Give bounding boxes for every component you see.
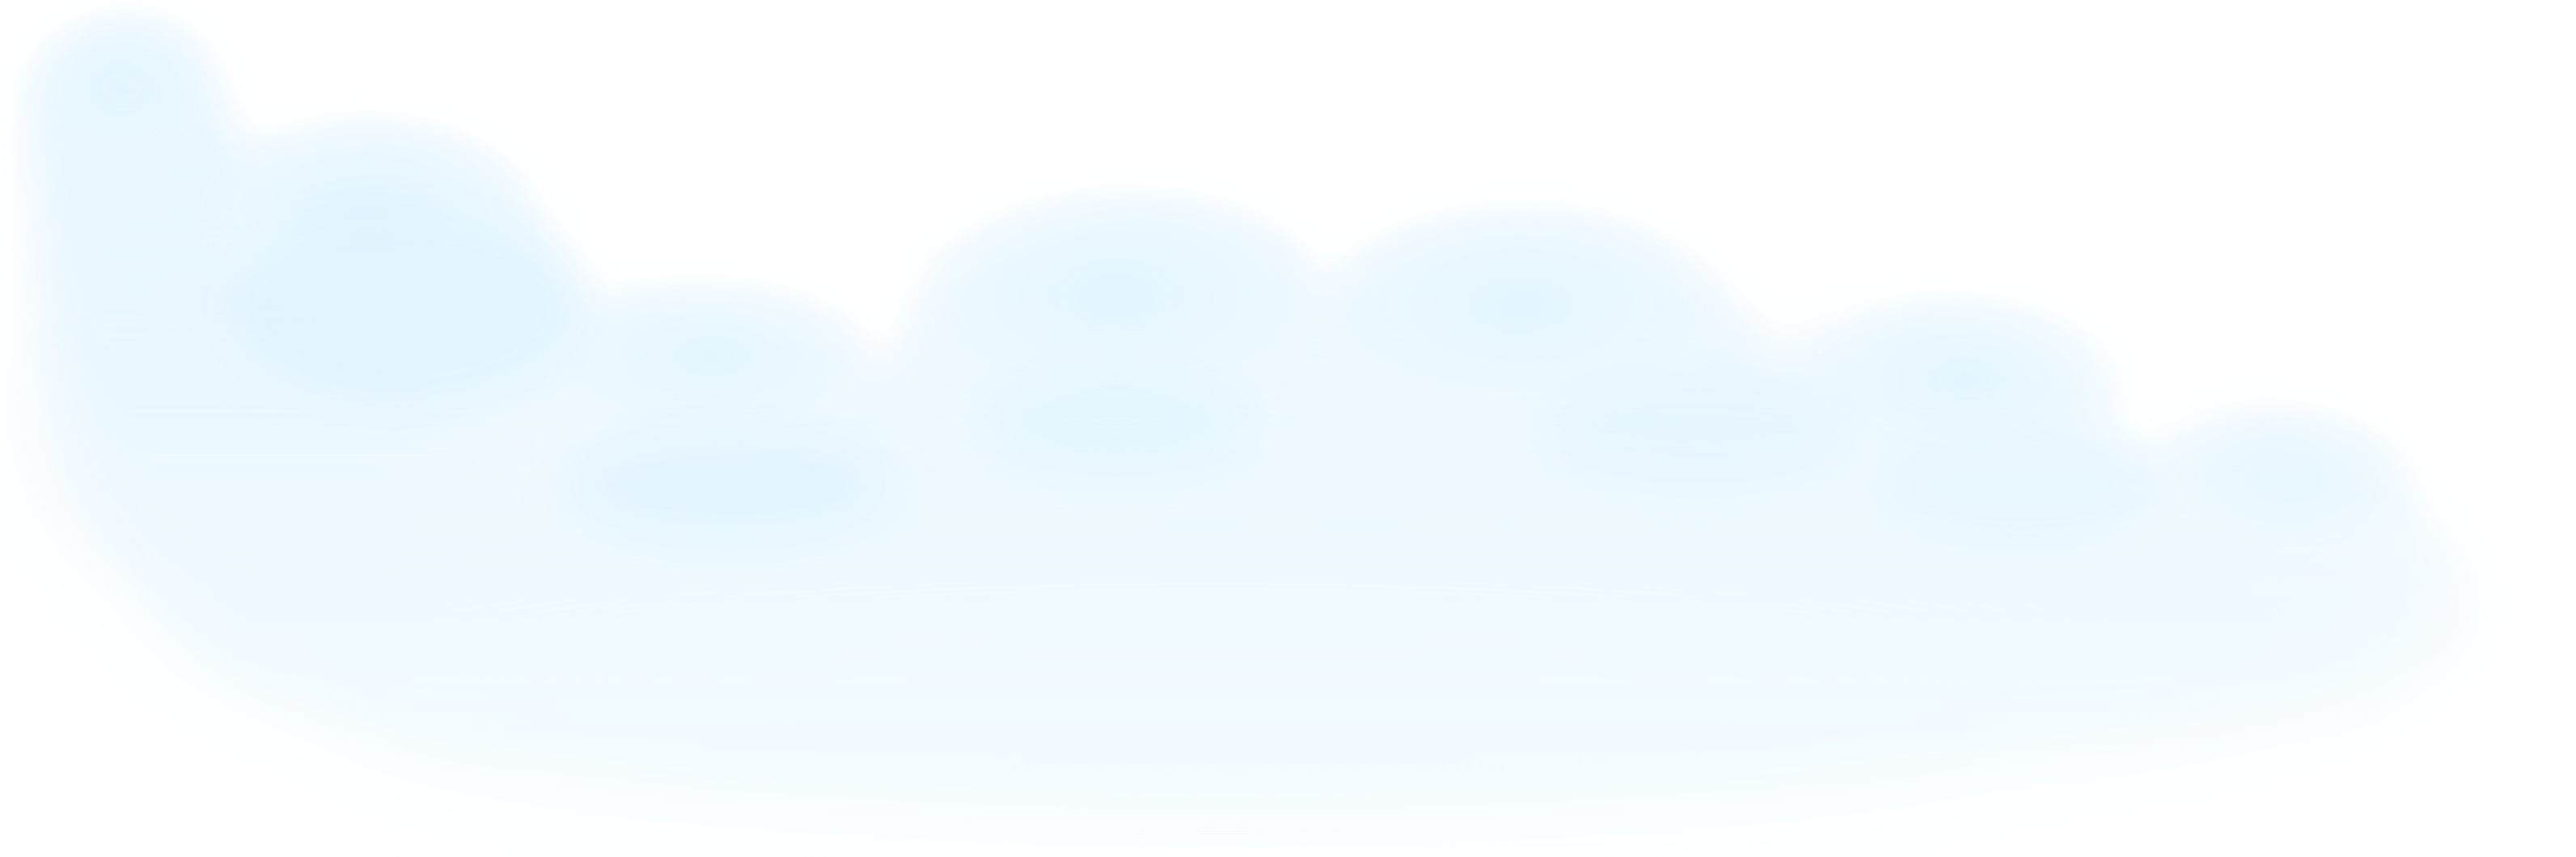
cloud-body: [32, 27, 2477, 821]
cloud-puffs: [24, 16, 2418, 558]
cloud-shading: [226, 210, 2159, 542]
